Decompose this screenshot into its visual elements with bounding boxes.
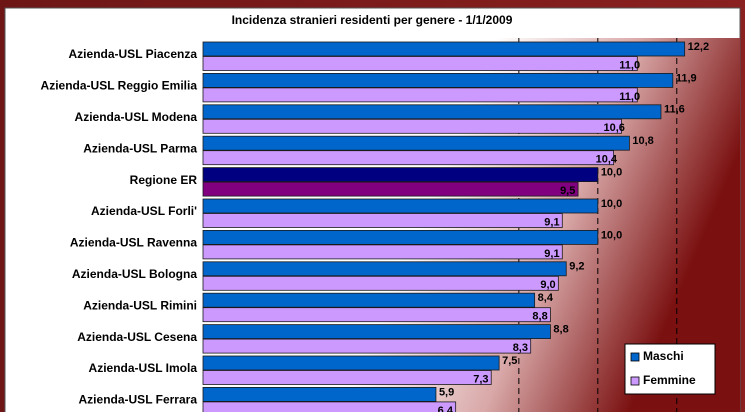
- value-label: 8,4: [538, 292, 554, 304]
- bar: [202, 73, 674, 88]
- value-label: 7,3: [473, 373, 488, 385]
- value-label: 5,9: [439, 386, 454, 398]
- bar: [202, 181, 579, 197]
- y-tick-label: Azienda-USL Piacenza: [69, 47, 198, 61]
- legend-label: Femmine: [643, 373, 696, 387]
- value-label: 9,2: [569, 261, 584, 273]
- value-label: 8,8: [532, 311, 547, 323]
- bar: [202, 275, 559, 291]
- legend-label: Maschi: [643, 349, 684, 363]
- bar: [202, 150, 615, 166]
- y-tick-label: Azienda-USL Reggio Emilia: [41, 79, 198, 93]
- value-label: 9,5: [560, 185, 575, 197]
- value-label: 9,1: [544, 216, 559, 228]
- bar: [202, 135, 630, 151]
- bar: [202, 244, 563, 260]
- bar: [202, 118, 622, 134]
- value-label: 10,0: [601, 167, 622, 179]
- y-tick-label: Azienda-USL Cesena: [77, 330, 197, 344]
- y-tick-label: Azienda-USL Parma: [83, 141, 197, 155]
- value-label: 10,6: [604, 122, 625, 134]
- bar: [202, 370, 492, 385]
- value-label: 9,1: [544, 248, 559, 260]
- value-label: 10,4: [596, 154, 618, 166]
- bar: [202, 324, 551, 340]
- bar: [202, 41, 686, 57]
- legend-swatch: [630, 376, 640, 386]
- legend-box: [624, 343, 716, 395]
- legend-swatch: [630, 352, 640, 362]
- value-label: 11,0: [619, 91, 640, 103]
- value-label: 10,8: [632, 135, 653, 147]
- value-label: 11,0: [619, 59, 640, 71]
- bar: [202, 292, 536, 308]
- bar: [202, 198, 599, 214]
- chart-title: Incidenza stranieri residenti per genere…: [232, 13, 513, 27]
- y-tick-label: Azienda-USL Imola: [89, 361, 198, 375]
- y-tick-label: Azienda-USL Rimini: [83, 298, 197, 312]
- bar: [202, 229, 599, 245]
- y-tick-label: Azienda-USL Ferrara: [79, 393, 198, 407]
- bar: [202, 56, 638, 71]
- bar: [202, 386, 437, 402]
- bar: [202, 104, 662, 120]
- y-tick-label: Azienda-USL Ravenna: [70, 236, 197, 250]
- value-label: 8,8: [553, 324, 568, 336]
- value-label: 11,6: [664, 104, 685, 116]
- y-tick-label: Azienda-USL Modena: [75, 110, 198, 124]
- y-tick-label: Azienda-USL Forli': [91, 204, 197, 218]
- value-label: 7,5: [502, 355, 517, 367]
- value-label: 10,0: [601, 229, 622, 241]
- value-label: 6,4: [438, 405, 454, 412]
- bar: [202, 167, 599, 183]
- value-label: 12,2: [688, 41, 709, 53]
- bar: [202, 213, 563, 228]
- bar: [202, 338, 532, 354]
- bar: [202, 401, 457, 412]
- value-label: 11,9: [676, 72, 697, 84]
- value-label: 10,0: [601, 198, 622, 210]
- bar: [202, 261, 567, 277]
- bar: [202, 87, 638, 103]
- bar: [202, 355, 500, 371]
- bar: [202, 307, 551, 323]
- y-tick-label: Regione ER: [130, 173, 198, 187]
- value-label: 8,3: [513, 342, 528, 354]
- value-label: 9,0: [540, 279, 555, 291]
- y-tick-label: Azienda-USL Bologna: [72, 267, 197, 281]
